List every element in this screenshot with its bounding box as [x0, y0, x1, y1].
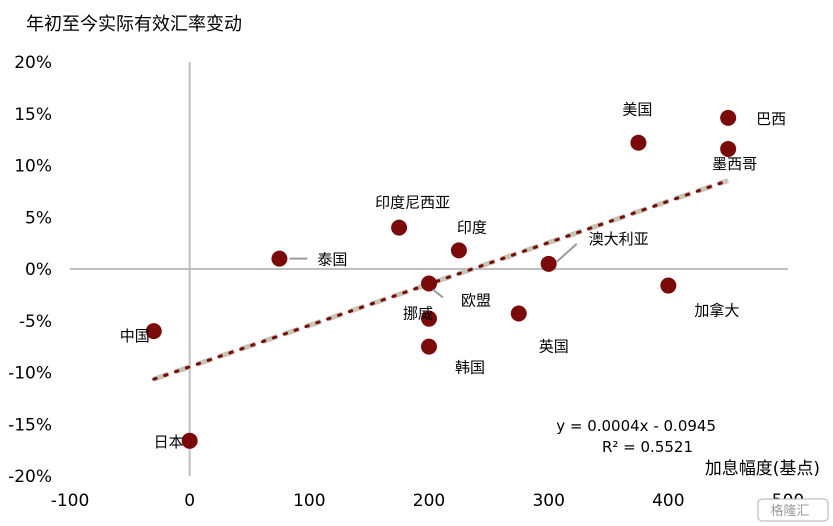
- data-point: [510, 305, 527, 322]
- point-label: 印度尼西亚: [375, 194, 450, 212]
- data-point: [660, 277, 677, 294]
- x-tick-label: 100: [293, 491, 325, 511]
- axes: [70, 62, 788, 476]
- watermark-text: 格隆汇: [770, 503, 809, 519]
- data-point: [421, 275, 437, 292]
- point-label: 中国: [120, 327, 150, 345]
- data-point: [450, 242, 467, 259]
- x-tick-label: 400: [652, 491, 684, 511]
- point-label: 欧盟: [461, 291, 491, 309]
- watermark: 格隆汇: [757, 498, 829, 522]
- data-point: [181, 432, 198, 449]
- point-label: 挪威: [403, 305, 433, 323]
- point-label: 美国: [622, 101, 652, 119]
- point-label: 泰国: [317, 251, 347, 269]
- data-point: [540, 255, 557, 272]
- data-points: [145, 109, 737, 449]
- y-tick-label: 10%: [14, 157, 52, 177]
- data-point: [421, 338, 437, 355]
- y-tick-label: 0%: [25, 260, 52, 280]
- chart-title: 年初至今实际有效汇率变动: [26, 14, 242, 35]
- y-tick-label: -15%: [8, 415, 52, 435]
- point-label: 澳大利亚: [589, 230, 649, 248]
- point-label: 英国: [539, 338, 569, 356]
- trendline-dots: [152, 179, 730, 381]
- x-tick-label: 0: [184, 491, 195, 511]
- data-point: [145, 323, 162, 340]
- data-point: [630, 134, 647, 151]
- data-point: [720, 140, 737, 157]
- trendline: [152, 178, 730, 382]
- point-label: 巴西: [756, 110, 786, 128]
- y-tick-label: -10%: [8, 364, 52, 384]
- point-label: 墨西哥: [712, 155, 757, 173]
- trend-equation: y = 0.0004x - 0.0945: [556, 417, 716, 435]
- point-label: 加拿大: [694, 302, 739, 320]
- point-label: 韩国: [455, 359, 485, 377]
- data-point: [720, 109, 737, 126]
- y-tick-label: 5%: [25, 208, 52, 228]
- y-tick-label: 20%: [14, 53, 52, 73]
- r-squared: R² = 0.5521: [602, 438, 693, 456]
- x-axis-title: 加息幅度(基点): [705, 459, 820, 479]
- x-tick-label: -100: [51, 491, 90, 511]
- leader-line: [555, 243, 578, 263]
- y-tick-label: 15%: [14, 105, 52, 125]
- point-label: 印度: [457, 218, 487, 236]
- leader-line: [432, 288, 444, 299]
- tick-labels: -100010020030040050020%15%10%5%0%-5%-10%…: [8, 53, 804, 511]
- data-point: [271, 250, 288, 267]
- point-label: 日本: [154, 433, 184, 451]
- y-tick-label: -5%: [19, 312, 52, 332]
- x-tick-label: 200: [413, 491, 445, 511]
- data-point: [421, 310, 437, 327]
- x-tick-label: 300: [532, 491, 564, 511]
- y-tick-label: -20%: [8, 467, 52, 487]
- data-point: [391, 219, 408, 236]
